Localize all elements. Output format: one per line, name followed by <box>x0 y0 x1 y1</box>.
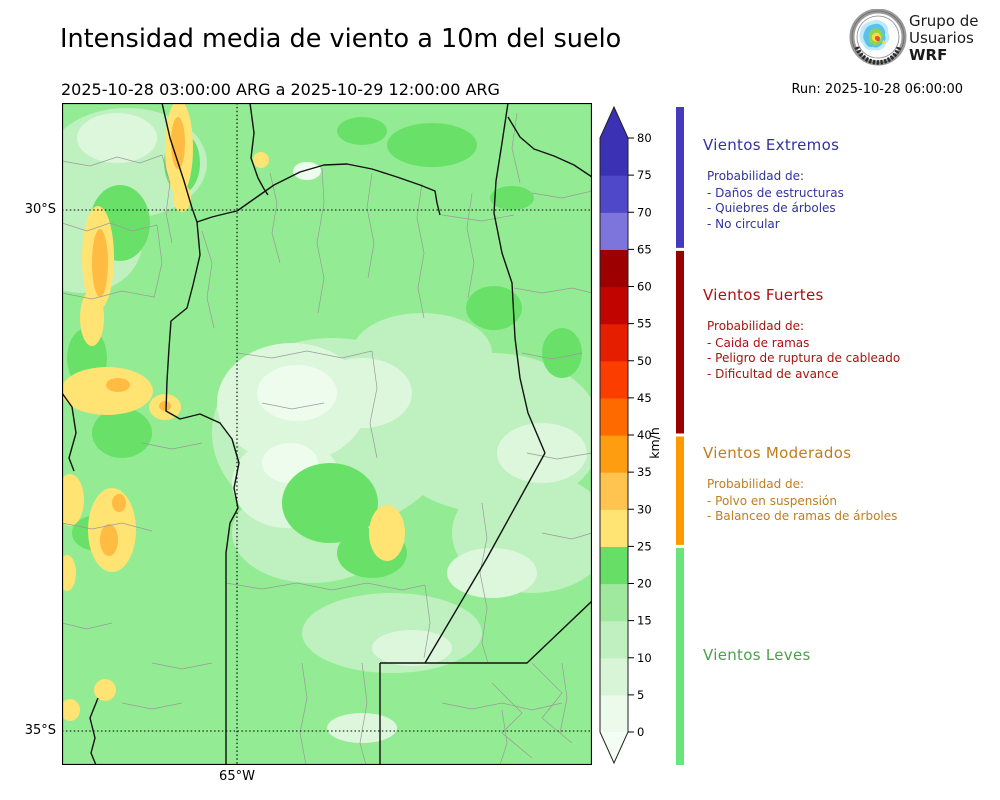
run-timestamp: Run: 2025-10-28 06:00:00 <box>791 82 963 97</box>
svg-text:65: 65 <box>637 242 652 256</box>
svg-text:5: 5 <box>637 688 644 702</box>
svg-text:15: 15 <box>637 614 652 628</box>
svg-text:35: 35 <box>637 465 652 479</box>
probability-item: - Balanceo de ramas de árboles <box>707 509 898 524</box>
svg-text:40: 40 <box>637 428 652 442</box>
legend-vientos-fuertes: Vientos Fuertes Probabilidad de: - Caida… <box>703 286 993 382</box>
logo-line2: Usuarios <box>909 29 974 47</box>
category-title: Vientos Moderados <box>703 444 852 462</box>
valid-period: 2025-10-28 03:00:00 ARG a 2025-10-29 12:… <box>61 80 500 99</box>
svg-text:0: 0 <box>637 725 644 739</box>
probability-item: - Polvo en suspensión <box>707 494 837 508</box>
svg-text:45: 45 <box>637 391 652 405</box>
category-title: Vientos Leves <box>703 646 811 664</box>
legend-vientos-moderados: Vientos Moderados Probabilidad de: - Pol… <box>703 444 993 525</box>
probability-item: - Caida de ramas <box>707 336 810 350</box>
logo-caption: Grupo de Usuarios WRF <box>909 13 979 64</box>
lon-label-65w: 65°W <box>219 769 255 784</box>
legend-vientos-extremos: Vientos Extremos Probabilidad de: - Daño… <box>703 136 993 232</box>
svg-text:60: 60 <box>637 280 652 294</box>
wind-map <box>22 100 612 766</box>
logo-line3: WRF <box>909 46 948 64</box>
svg-text:70: 70 <box>637 205 652 219</box>
page-title: Intensidad media de viento a 10m del sue… <box>60 24 622 54</box>
probability-label: Probabilidad de: <box>707 169 805 183</box>
probability-item: - Dificultad de avance <box>707 366 839 381</box>
svg-text:km/h: km/h <box>647 427 662 459</box>
probability-item: - Quiebres de árboles <box>707 201 836 216</box>
svg-text:55: 55 <box>637 317 652 331</box>
svg-text:75: 75 <box>637 168 652 182</box>
logo-line1: Grupo de <box>909 12 979 30</box>
wrf-logo-icon <box>849 8 907 67</box>
legend-vientos-leves: Vientos Leves <box>703 646 993 679</box>
svg-text:50: 50 <box>637 354 652 368</box>
colorbar: 0 5 10 15 20 25 30 35 40 45 50 55 60 65 70 75 80 km/h <box>599 105 684 765</box>
lat-label-30s: 30°S <box>24 202 56 217</box>
svg-text:30: 30 <box>637 502 652 516</box>
probability-item: - Peligro de ruptura de cableado <box>707 351 901 366</box>
probability-item: - Daños de estructuras <box>707 186 844 200</box>
svg-text:10: 10 <box>637 651 652 665</box>
probability-label: Probabilidad de: <box>707 319 805 333</box>
probability-label: Probabilidad de: <box>707 477 805 491</box>
lat-label-35s: 35°S <box>24 723 56 738</box>
category-title: Vientos Extremos <box>703 136 840 154</box>
svg-text:25: 25 <box>637 539 652 553</box>
svg-text:80: 80 <box>637 131 652 145</box>
category-title: Vientos Fuertes <box>703 286 824 304</box>
probability-item: - No circular <box>707 216 780 231</box>
svg-text:20: 20 <box>637 577 652 591</box>
